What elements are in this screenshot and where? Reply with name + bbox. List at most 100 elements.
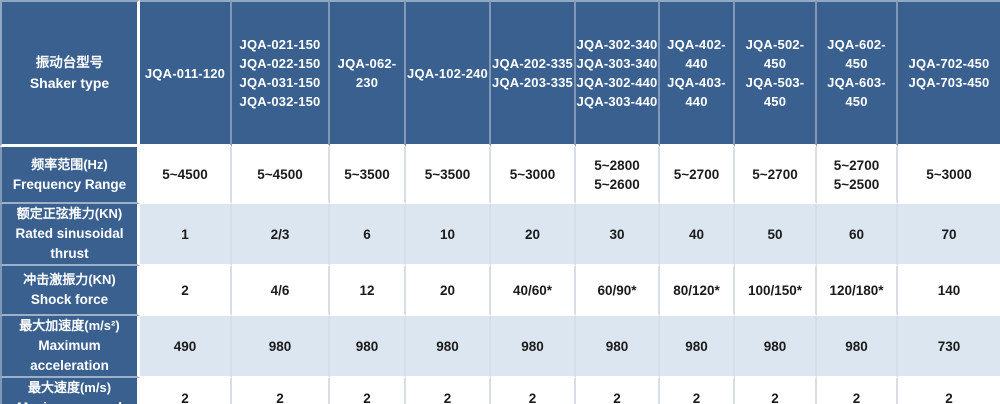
spec-value: 980 xyxy=(355,338,379,354)
row-label-en: Frequency Range xyxy=(12,176,127,192)
spec-value-cell: 60 xyxy=(817,204,898,266)
model-number: JQA-502-450 xyxy=(745,37,805,71)
model-number: JQA-202-335 xyxy=(492,56,573,71)
spec-value: 1 xyxy=(181,226,189,242)
spec-value: 980 xyxy=(845,338,868,354)
spec-value-cell: 60/90* xyxy=(576,266,660,316)
spec-value: 10 xyxy=(439,226,456,242)
spec-value: 2 xyxy=(181,390,189,404)
header-model-cell: JQA-502-450 JQA-503-450 xyxy=(735,0,817,147)
model-number: JQA-703-450 xyxy=(908,75,990,90)
spec-value: 2 xyxy=(771,390,779,404)
spec-value-cell: 980 xyxy=(330,316,406,378)
spec-value: 20 xyxy=(439,282,456,298)
spec-value: 5~2700 xyxy=(673,167,720,182)
model-number: JQA-021-150 xyxy=(239,37,321,52)
spec-value: 5~2700 xyxy=(752,167,798,182)
header-model-cell: JQA-021-150 JQA-022-150 JQA-031-150 JQA-032… xyxy=(232,0,330,147)
model-number: JQA-102-240 xyxy=(407,65,488,81)
spec-value-cell: 40/60* xyxy=(491,266,576,316)
spec-value: 12 xyxy=(359,282,375,298)
spec-value-cell: 2 xyxy=(330,378,406,404)
spec-value-cell: 5~3500 xyxy=(406,147,491,204)
spec-value-cell: 10 xyxy=(406,204,491,266)
spec-value-cell: 980 xyxy=(406,316,491,378)
spec-value: 20 xyxy=(524,226,541,242)
spec-value-cell: 980 xyxy=(232,316,330,378)
spec-value: 490 xyxy=(173,338,197,354)
spec-value: 980 xyxy=(763,338,787,354)
model-number: JQA-302-340 xyxy=(576,37,658,52)
spec-value: 80/120* xyxy=(673,282,720,298)
row-label-en: Shock force xyxy=(30,292,109,307)
row-label-zh: 冲击激振力(KN) xyxy=(23,272,116,287)
spec-value-cell: 5~3000 xyxy=(491,147,576,204)
spec-value: 5~3000 xyxy=(926,167,972,182)
spec-value-cell: 6 xyxy=(330,204,406,266)
spec-value-cell: 2 xyxy=(735,378,817,404)
row-label-cell: 频率范围(Hz) Frequency Range xyxy=(0,147,140,204)
spec-value-cell: 100/150* xyxy=(735,266,817,316)
spec-value: 2 xyxy=(692,390,701,404)
row-label-cell: 最大速度(m/s) Maximum speed xyxy=(0,378,140,404)
spec-value-cell: 5~2700 xyxy=(660,147,735,204)
spec-value: 2/3 xyxy=(270,226,290,242)
spec-value: 5~4500 xyxy=(257,167,303,182)
spec-value-cell: 980 xyxy=(491,316,576,378)
spec-value-cell: 2 xyxy=(140,378,232,404)
spec-value-cell: 2 xyxy=(491,378,576,404)
spec-value: 2 xyxy=(181,282,189,298)
spec-value-cell: 730 xyxy=(898,316,1000,378)
spec-value: 2 xyxy=(528,390,537,404)
model-number: JQA-302-440 xyxy=(576,75,658,90)
spec-value: 5~2500 xyxy=(833,176,880,192)
row-label-en: Maximum speed xyxy=(2,398,137,404)
model-number: JQA-403-440 xyxy=(667,75,726,109)
spec-row: 频率范围(Hz) Frequency Range 5~4500 5~4500 5~350… xyxy=(0,147,1000,204)
spec-value: 980 xyxy=(605,338,629,354)
spec-value-cell: 5~3500 xyxy=(330,147,406,204)
spec-value: 2 xyxy=(276,390,284,404)
spec-value: 140 xyxy=(937,282,961,298)
spec-value: 40 xyxy=(688,226,705,242)
spec-value-cell: 980 xyxy=(735,316,817,378)
spec-row: 最大速度(m/s) Maximum speed 2 2 2 2 2 2 2 2 2 2 xyxy=(0,378,1000,404)
spec-value: 60 xyxy=(848,226,865,242)
spec-value-cell: 40 xyxy=(660,204,735,266)
spec-value-cell: 80/120* xyxy=(660,266,735,316)
spec-value-cell: 1 xyxy=(140,204,232,266)
spec-value-cell: 30 xyxy=(576,204,660,266)
spec-value-cell: 980 xyxy=(576,316,660,378)
spec-row: 额定正弦推力(KN) Rated sinusoidal thrust 1 2/3 6 10… xyxy=(0,204,1000,266)
spec-value-cell: 140 xyxy=(898,266,1000,316)
spec-value: 5~2700 xyxy=(833,157,880,173)
spec-value: 120/180* xyxy=(829,282,884,298)
model-number: JQA-602-450 xyxy=(827,37,886,71)
spec-value: 6 xyxy=(363,226,371,242)
spec-value-cell: 2 xyxy=(232,378,330,404)
spec-value: 980 xyxy=(521,338,544,354)
model-number: JQA-011-120 xyxy=(144,65,226,81)
spec-value-cell: 5~2800 5~2600 xyxy=(576,147,660,204)
model-number: JQA-603-450 xyxy=(827,75,886,109)
spec-value: 50 xyxy=(767,226,783,242)
model-number: JQA-032-150 xyxy=(239,94,321,109)
spec-value-cell: 4/6 xyxy=(232,266,330,316)
header-model-cell: JQA-602-450 JQA-603-450 xyxy=(817,0,898,147)
row-label-en: Rated sinusoidal thrust xyxy=(15,226,124,261)
spec-value-cell: 70 xyxy=(898,204,1000,266)
spec-value: 5~3000 xyxy=(509,167,556,182)
header-model-cell: JQA-702-450 JQA-703-450 xyxy=(898,0,1000,147)
header-model-cell: JQA-011-120 xyxy=(140,0,232,147)
spec-value-cell: 50 xyxy=(735,204,817,266)
header-model-cell: JQA-302-340 JQA-303-340 JQA-302-440 JQA-303… xyxy=(576,0,660,147)
spec-value-cell: 20 xyxy=(406,266,491,316)
spec-row: 冲击激振力(KN) Shock force 2 4/6 12 20 40/60* 60/90*… xyxy=(0,266,1000,316)
spec-value-cell: 5~4500 xyxy=(140,147,232,204)
spec-value-cell: 20 xyxy=(491,204,576,266)
row-label-zh: 最大加速度(m/s²) xyxy=(19,318,120,333)
spec-value: 980 xyxy=(436,338,459,354)
header-model-cell: JQA-202-335 JQA-203-335 xyxy=(491,0,576,147)
spec-value: 2 xyxy=(945,390,953,404)
